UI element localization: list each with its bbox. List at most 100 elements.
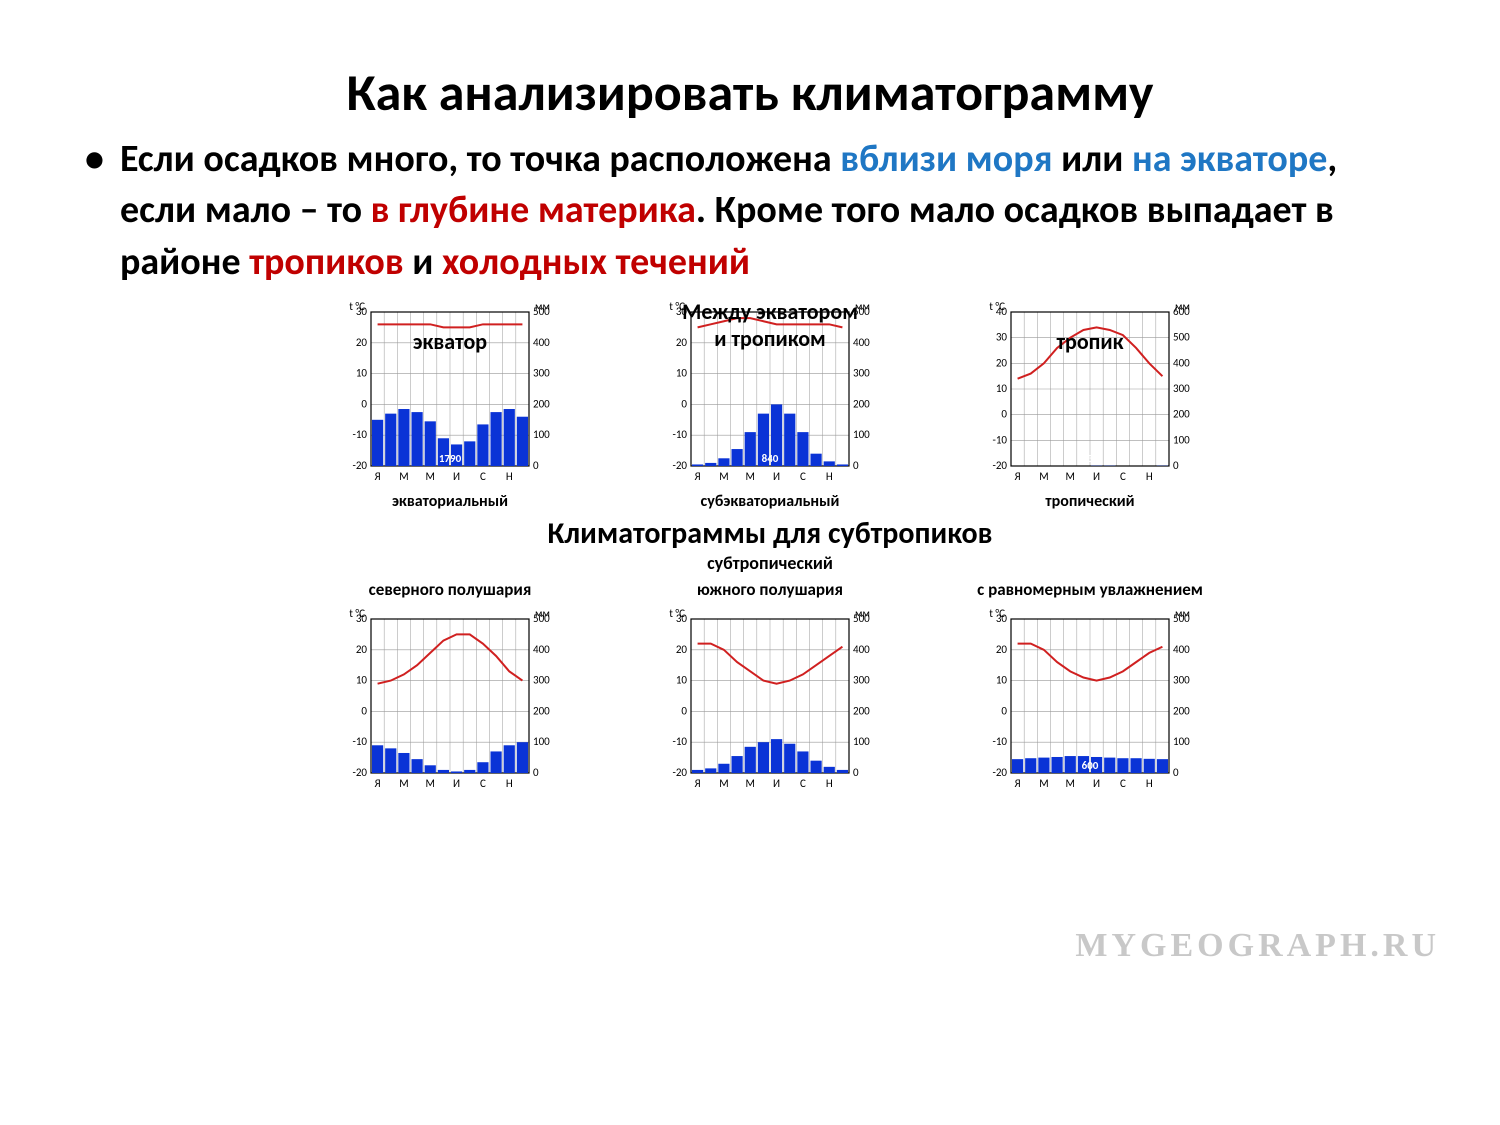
chart-wrap-st_even: -20-1001020300100200300400500t °Cмм600ЯМ…: [960, 605, 1220, 795]
precip-bar: [731, 756, 742, 773]
svg-text:400: 400: [853, 643, 870, 656]
precip-bar: [705, 768, 716, 773]
svg-text:С: С: [480, 470, 486, 483]
svg-text:И: И: [773, 470, 780, 483]
precip-bar: [1065, 756, 1076, 773]
svg-text:С: С: [800, 470, 806, 483]
svg-text:0: 0: [361, 704, 367, 717]
section2-title: Климатограммы для субтропиков: [100, 515, 1440, 552]
precip-bar: [745, 432, 756, 466]
chart-wrap-eq: экватор-20-1001020300100200300400500t °C…: [320, 298, 580, 511]
svg-text:100: 100: [853, 428, 870, 441]
svg-text:мм: мм: [855, 607, 870, 620]
bullet-blue1: вблизи моря: [840, 136, 1052, 182]
chart-row-1: экватор-20-1001020300100200300400500t °C…: [100, 298, 1440, 511]
svg-text:20: 20: [356, 643, 368, 656]
svg-text:0: 0: [533, 459, 539, 472]
svg-text:М: М: [426, 470, 435, 483]
precip-bar: [464, 770, 475, 773]
svg-text:300: 300: [853, 673, 870, 686]
precip-bar: [758, 742, 769, 773]
svg-text:Н: Н: [826, 777, 833, 790]
svg-text:200: 200: [1173, 408, 1190, 421]
svg-text:300: 300: [1173, 382, 1190, 395]
svg-text:300: 300: [533, 673, 550, 686]
precip-bar: [411, 412, 422, 466]
precip-bar: [771, 739, 782, 773]
svg-text:мм: мм: [1175, 607, 1190, 620]
svg-text:t °C: t °C: [989, 300, 1005, 313]
precip-bar: [718, 458, 729, 466]
svg-text:-10: -10: [672, 735, 687, 748]
precip-bar: [425, 421, 436, 466]
chart-wrap-trop: тропик-20-100102030400100200300400500600…: [960, 298, 1220, 511]
svg-text:-10: -10: [672, 428, 687, 441]
precip-bar: [731, 449, 742, 466]
svg-text:С: С: [1120, 470, 1126, 483]
svg-text:t °C: t °C: [349, 300, 365, 313]
svg-text:-10: -10: [352, 735, 367, 748]
svg-text:-10: -10: [992, 433, 1007, 446]
svg-text:840: 840: [762, 452, 779, 465]
precip-bar: [705, 463, 716, 466]
svg-text:М: М: [1039, 470, 1048, 483]
svg-text:300: 300: [1173, 673, 1190, 686]
row2-header-2: с равномерным увлажнением: [960, 579, 1220, 600]
precip-bar: [824, 461, 835, 466]
bullet-p1: Если осадков много, то точка расположена: [120, 136, 840, 182]
svg-text:10: 10: [356, 673, 368, 686]
svg-text:Я: Я: [695, 777, 701, 790]
svg-text:300: 300: [533, 366, 550, 379]
precip-bar: [1038, 757, 1049, 772]
precip-bar: [1117, 758, 1128, 773]
precip-bar: [1051, 757, 1062, 773]
svg-text:Я: Я: [1015, 470, 1021, 483]
svg-text:100: 100: [533, 735, 550, 748]
precip-bar: [385, 748, 396, 773]
svg-text:И: И: [1093, 470, 1100, 483]
svg-text:мм: мм: [535, 607, 550, 620]
svg-text:0: 0: [361, 397, 367, 410]
svg-text:М: М: [399, 470, 408, 483]
precip-bar: [504, 745, 515, 773]
precip-bar: [784, 744, 795, 773]
svg-text:Я: Я: [375, 470, 381, 483]
svg-text:20: 20: [996, 643, 1008, 656]
bullet-p5: и: [404, 239, 442, 285]
svg-text:200: 200: [853, 397, 870, 410]
svg-text:-20: -20: [672, 766, 687, 779]
svg-text:0: 0: [533, 766, 539, 779]
precip-bar: [372, 420, 383, 466]
precip-bar: [784, 414, 795, 466]
climatogram-st_s: -20-1001020300100200300400500t °CммЯММИС…: [655, 605, 885, 795]
svg-text:-20: -20: [672, 459, 687, 472]
svg-text:-20: -20: [992, 766, 1007, 779]
climatogram-eq: -20-1001020300100200300400500t °Cмм1790Я…: [335, 298, 565, 488]
precip-bar: [1130, 758, 1141, 773]
svg-text:И: И: [1093, 777, 1100, 790]
precip-bar: [1025, 758, 1036, 773]
svg-text:Н: Н: [826, 470, 833, 483]
svg-text:300: 300: [853, 366, 870, 379]
precip-bar: [464, 441, 475, 466]
svg-text:0: 0: [1173, 766, 1179, 779]
svg-text:0: 0: [853, 459, 859, 472]
precip-bar: [797, 432, 808, 466]
precip-bar: [797, 751, 808, 773]
svg-text:20: 20: [996, 356, 1008, 369]
precip-bar: [1157, 759, 1168, 773]
chart-caption-subeq: субэкваториальный: [701, 492, 840, 511]
svg-text:-20: -20: [352, 459, 367, 472]
precip-bar: [1144, 759, 1155, 773]
svg-text:С: С: [800, 777, 806, 790]
svg-text:-20: -20: [992, 459, 1007, 472]
svg-text:Н: Н: [1146, 470, 1153, 483]
precip-bar: [1012, 759, 1023, 773]
chart-overlay-label: Между экватором и тропиком: [680, 298, 860, 352]
svg-text:0: 0: [1001, 408, 1007, 421]
svg-text:100: 100: [1173, 735, 1190, 748]
svg-text:Н: Н: [506, 777, 513, 790]
climatogram-trop: -20-100102030400100200300400500600t °Cмм…: [975, 298, 1205, 488]
charts-area: экватор-20-1001020300100200300400500t °C…: [60, 298, 1440, 795]
bullet-red1: в глубине материка: [371, 187, 696, 233]
